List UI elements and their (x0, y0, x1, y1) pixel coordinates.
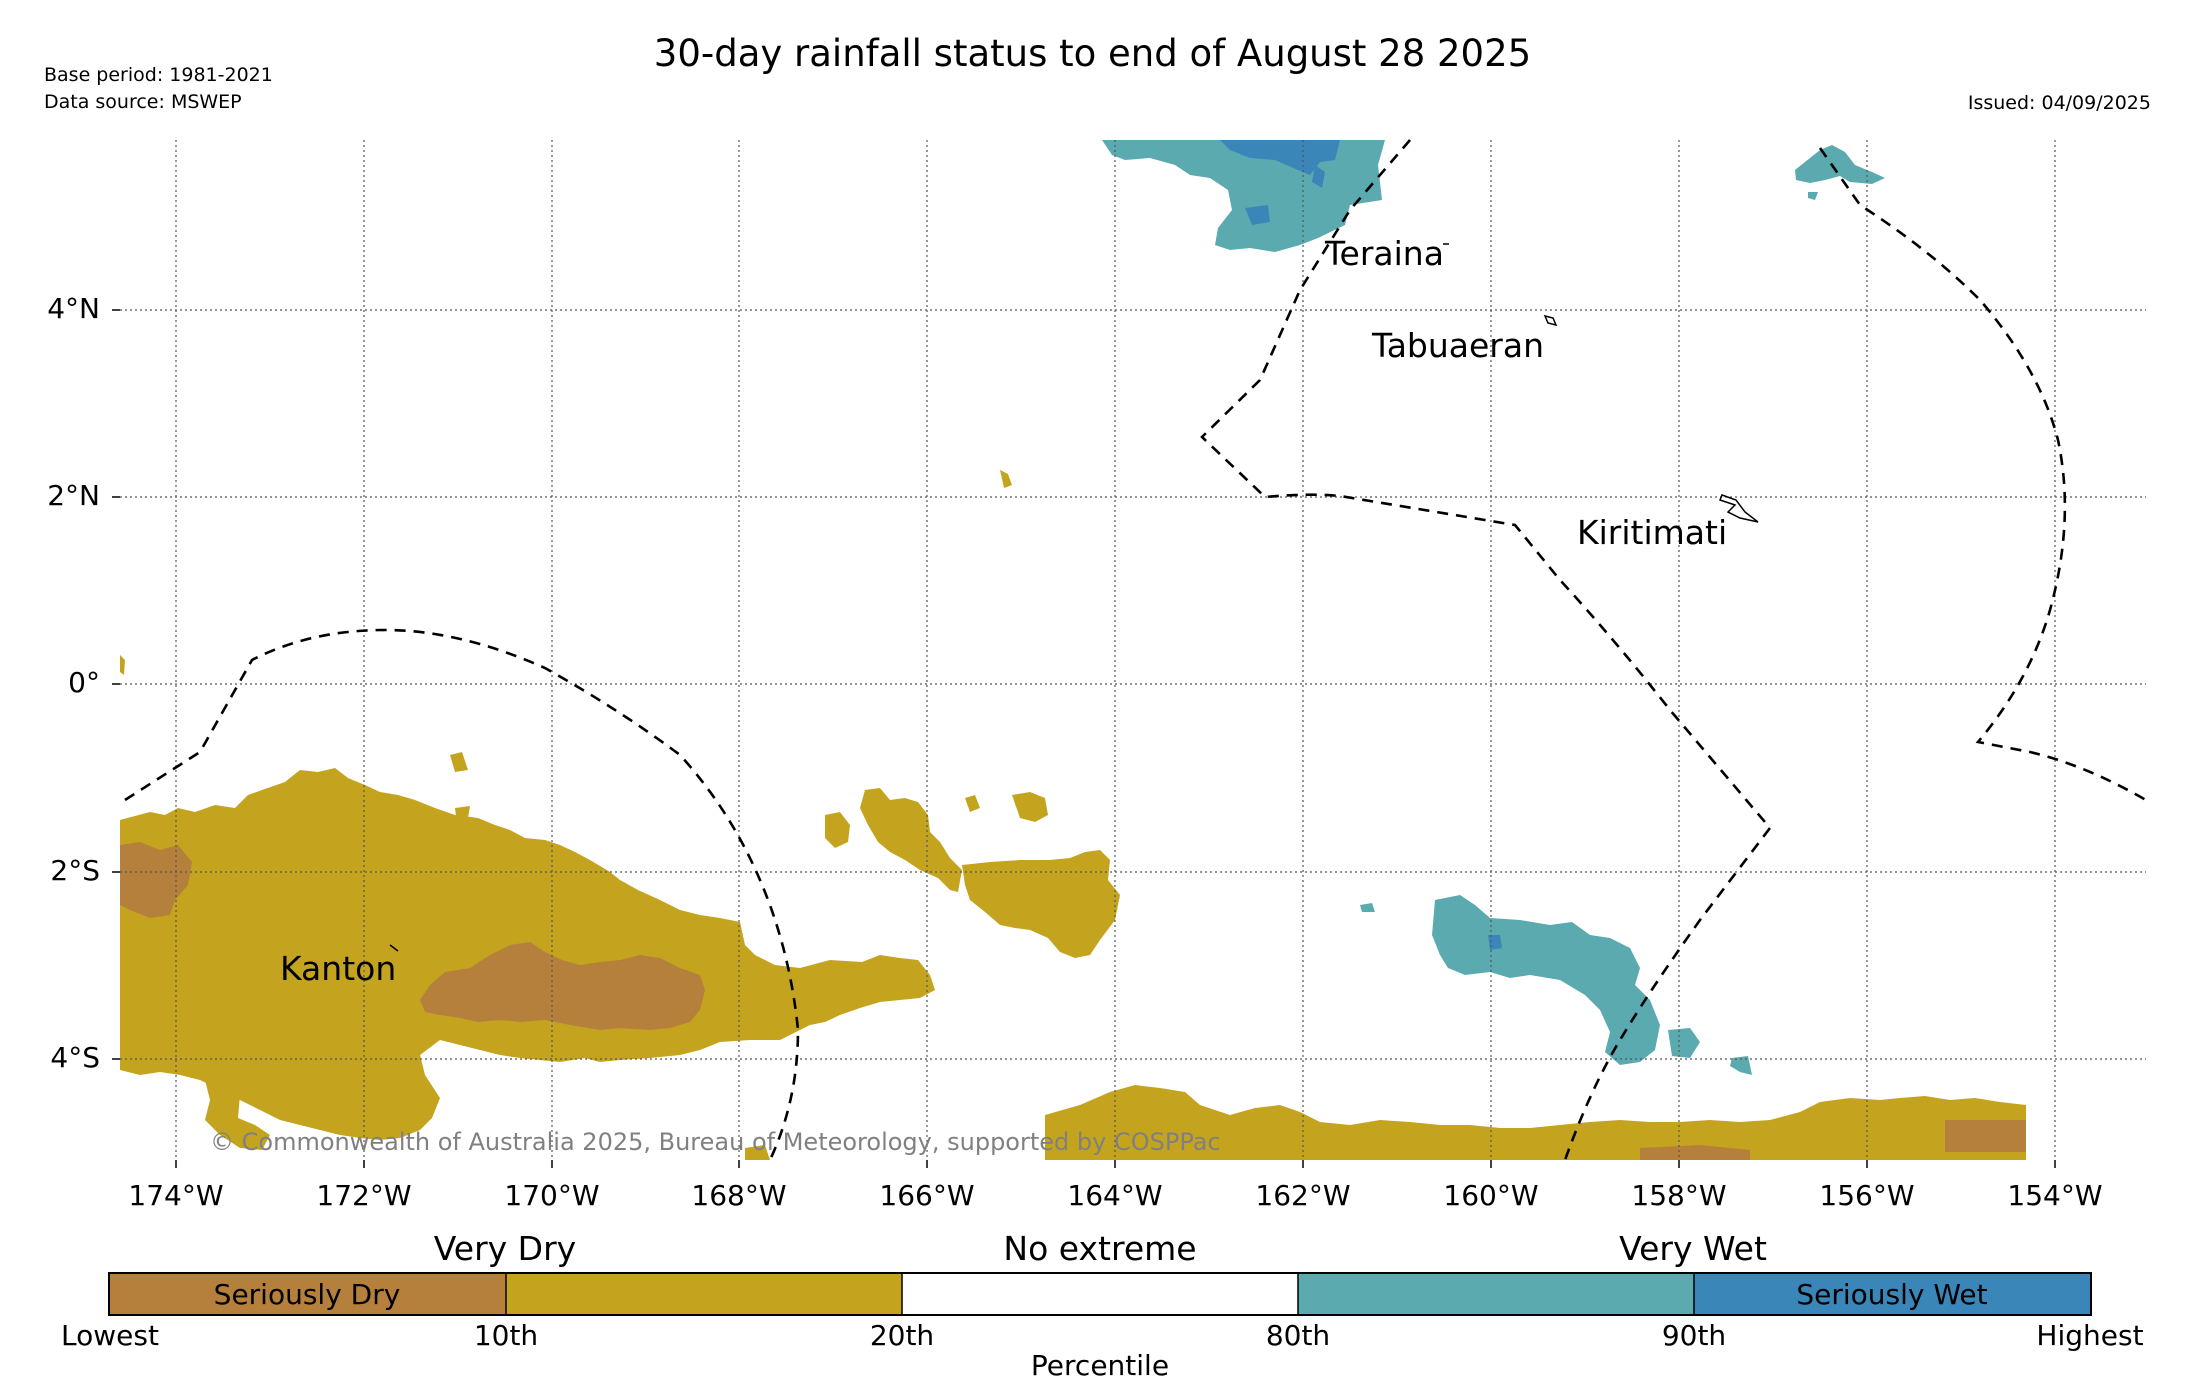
lat-tick-label: 4°N (47, 292, 100, 325)
lon-tick-label: 172°W (316, 1179, 411, 1212)
legend-swatch-very-dry (506, 1273, 902, 1315)
seriously-wet-patch-central (1488, 935, 1502, 950)
very-dry-speck-3 (1000, 470, 1012, 488)
legend-label-seriously-wet: Seriously Wet (1796, 1278, 1987, 1311)
issued-date: Issued: 04/09/2025 (1967, 92, 2151, 114)
very-wet-dot-ne (1808, 192, 1818, 200)
lat-tick-labels: 4°N 2°N 0° 2°S 4°S (47, 292, 100, 1074)
map-title: 30-day rainfall status to end of August … (653, 32, 1532, 75)
lat-tick-label: 0° (68, 666, 100, 699)
place-label-teraina: Teraina (1324, 234, 1444, 273)
lat-tick-label: 2°N (47, 479, 100, 512)
seriously-wet-patch-north (1220, 140, 1340, 175)
lat-tick-label: 2°S (50, 854, 100, 887)
place-labels: Teraina Tabuaeran Kiritimati Kanton (280, 234, 1727, 988)
legend-group-no-extreme: No extreme (1003, 1229, 1196, 1268)
seriously-wet-patch-north-3 (1312, 165, 1325, 188)
very-dry-patch-southwest-2 (275, 1068, 345, 1122)
seriously-dry-patch-south-2 (1640, 1145, 1750, 1160)
legend-swatch-no-extreme (902, 1273, 1298, 1315)
lon-tick-label: 168°W (691, 1179, 786, 1212)
very-wet-dot-2 (1668, 1028, 1700, 1058)
legend: Very Dry No extreme Very Wet Seriously D… (61, 1229, 2144, 1380)
meta-left: Base period: 1981-2021 Data source: MSWE… (44, 62, 273, 116)
very-dry-speck-1 (450, 752, 468, 772)
legend-swatch-very-wet (1298, 1273, 1694, 1315)
lon-tick-marks (175, 1160, 2056, 1168)
legend-tick-highest: Highest (2036, 1319, 2143, 1352)
lat-tick-marks (112, 309, 120, 1060)
base-period: Base period: 1981-2021 (44, 64, 273, 86)
legend-tick-90th: 90th (1662, 1319, 1726, 1352)
legend-tick-lowest: Lowest (61, 1319, 159, 1352)
seriously-dry-patch-west (120, 842, 192, 918)
seriously-dry-patch-south-1 (1945, 1120, 2026, 1152)
island-outlines (389, 243, 1759, 952)
legend-tick-20th: 20th (870, 1319, 934, 1352)
legend-group-very-wet: Very Wet (1619, 1229, 1767, 1268)
rainfall-patches (120, 140, 2140, 1160)
seriously-wet-patch-north-2 (1245, 205, 1270, 225)
legend-axis-label: Percentile (1031, 1349, 1169, 1380)
very-dry-patch-central-4 (1012, 792, 1048, 822)
kanton-island-mark (389, 944, 399, 952)
legend-group-very-dry: Very Dry (434, 1229, 576, 1268)
very-dry-speck-2 (455, 806, 470, 818)
lon-tick-label: 160°W (1443, 1179, 1538, 1212)
legend-swatch-seriously-dry (109, 1273, 506, 1315)
place-label-tabuaeran: Tabuaeran (1371, 326, 1544, 365)
legend-swatch-seriously-wet (1694, 1273, 2091, 1315)
place-label-kanton: Kanton (280, 949, 396, 988)
lon-tick-label: 162°W (1255, 1179, 1350, 1212)
data-source: Data source: MSWEP (44, 91, 242, 113)
lon-tick-label: 156°W (1819, 1179, 1914, 1212)
legend-bar-border (108, 1272, 2092, 1316)
very-dry-speck-4 (120, 655, 125, 675)
very-wet-dot-3 (1730, 1056, 1752, 1075)
lon-tick-label: 164°W (1067, 1179, 1162, 1212)
place-label-kiritimati: Kiritimati (1577, 513, 1727, 552)
legend-dividers (505, 1273, 1695, 1315)
legend-label-seriously-dry: Seriously Dry (214, 1278, 401, 1311)
lon-tick-label: 154°W (2007, 1179, 2102, 1212)
very-dry-band-south (1045, 1085, 2026, 1160)
kiritimati-island-outline (1719, 494, 1759, 523)
lon-tick-label: 158°W (1631, 1179, 1726, 1212)
very-wet-dot-1 (1360, 903, 1375, 912)
very-dry-patch-central-2 (825, 812, 850, 848)
copyright-notice: © Commonwealth of Australia 2025, Bureau… (210, 1128, 1221, 1156)
very-dry-speck-south (745, 1145, 770, 1160)
eez-boundary-line-islands-west (1200, 139, 1772, 1161)
graticule (120, 140, 2146, 1160)
eez-boundary-line-islands-east (1818, 147, 2147, 802)
legend-tick-10th: 10th (474, 1319, 538, 1352)
eez-boundaries (124, 139, 2147, 1161)
lon-tick-label: 166°W (879, 1179, 974, 1212)
lon-tick-label: 170°W (504, 1179, 599, 1212)
very-dry-patch-southwest-blobs (205, 1078, 270, 1150)
lat-tick-label: 4°S (50, 1041, 100, 1074)
seriously-dry-patch-kanton (420, 942, 705, 1030)
seriously-dry-patch-south-3 (2098, 1122, 2140, 1140)
legend-tick-80th: 80th (1266, 1319, 1330, 1352)
very-wet-patch-central (1432, 895, 1660, 1065)
very-dry-patch-central-3 (962, 850, 1120, 958)
lon-tick-label: 174°W (128, 1179, 223, 1212)
tabuaeran-island-outline (1543, 314, 1558, 327)
lon-tick-labels: 174°W 172°W 170°W 168°W 166°W 164°W 162°… (128, 1179, 2102, 1212)
very-dry-patch-central-5 (965, 795, 980, 812)
eez-boundary-phoenix (124, 628, 800, 1161)
very-wet-patch-northeast (1795, 145, 1885, 184)
very-dry-patch-central (860, 788, 962, 892)
